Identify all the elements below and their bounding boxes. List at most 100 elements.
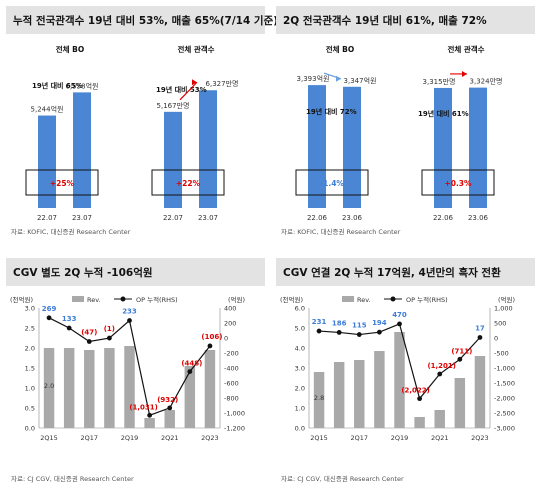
y2-tick-label: 400 bbox=[224, 305, 236, 313]
op-data-label: (711) bbox=[451, 347, 472, 355]
op-point bbox=[167, 405, 173, 411]
rev-bar bbox=[414, 417, 425, 428]
panel-title: CGV 별도 2Q 누적 -106억원 bbox=[13, 267, 153, 279]
legend-op-marker bbox=[390, 296, 396, 302]
bar bbox=[308, 85, 326, 208]
y-tick-label: 3.0 bbox=[295, 365, 305, 373]
op-data-label: (1,031) bbox=[129, 403, 158, 411]
value-label: 3,347억원 bbox=[344, 76, 377, 85]
y2-tick-label: 0 bbox=[494, 335, 498, 343]
op-point bbox=[66, 325, 72, 331]
y-tick-label: 0.0 bbox=[25, 425, 35, 433]
panel-title: 누적 전국관객수 19년 대비 53%, 매출 65%(7/14 기준) bbox=[13, 15, 279, 27]
ratio-label: 19년 대비 61% bbox=[418, 109, 469, 118]
rev-bar bbox=[63, 348, 75, 428]
y2-tick-label: -800 bbox=[224, 395, 239, 403]
growth-box bbox=[151, 169, 225, 196]
y-tick-label: 1.5 bbox=[25, 365, 35, 373]
y2-tick-label: -400 bbox=[224, 365, 239, 373]
sub-chart-label: 전체 관객수 bbox=[177, 44, 214, 54]
y2-tick-label: -1,500 bbox=[494, 380, 515, 388]
growth-box bbox=[421, 169, 495, 196]
growth-label: -1.4% bbox=[320, 179, 344, 188]
trend-arrowhead bbox=[336, 75, 341, 82]
op-point bbox=[397, 321, 402, 327]
y-tick-label: 2.5 bbox=[25, 325, 35, 333]
bar bbox=[469, 87, 487, 208]
value-label: 3,315만명 bbox=[423, 77, 456, 86]
y2-tick-label: -1,000 bbox=[494, 365, 515, 373]
growth-box bbox=[25, 169, 99, 196]
x-tick-label: 2Q19 bbox=[121, 434, 139, 442]
op-point bbox=[207, 343, 213, 349]
op-data-label: 269 bbox=[42, 305, 57, 313]
rev-bar bbox=[43, 348, 55, 428]
y2-tick-label: -3,000 bbox=[494, 425, 515, 433]
panel-cgv-separate: CGV 별도 2Q 누적 -106억원 (천억원) (억원) Rev. OP 누적(R… bbox=[6, 258, 265, 486]
y-tick-label: 0.0 bbox=[295, 425, 305, 433]
sub-chart-label: 전체 관객수 bbox=[447, 44, 484, 54]
op-data-label: 233 bbox=[122, 308, 137, 316]
x-tick-label: 23.06 bbox=[468, 214, 489, 222]
bar bbox=[164, 111, 182, 208]
x-tick-label: 22.07 bbox=[37, 214, 57, 222]
value-label: 6,558억원 bbox=[66, 81, 99, 90]
x-tick-label: 2Q21 bbox=[161, 434, 179, 442]
x-tick-label: 23.07 bbox=[198, 214, 218, 222]
op-data-label: 133 bbox=[62, 315, 77, 323]
x-tick-label: 2Q17 bbox=[351, 434, 369, 442]
x-tick-label: 2Q15 bbox=[40, 434, 58, 442]
y-tick-label: 4.0 bbox=[295, 345, 305, 353]
legend-rev-label: Rev. bbox=[87, 296, 101, 304]
y-tick-label: 1.0 bbox=[295, 405, 305, 413]
y-tick-label: 2.0 bbox=[25, 345, 35, 353]
chart-p1: 전체 BO 22.07 5,244억원 23.07 6,558억원 +25% 19년 대비 … bbox=[25, 44, 239, 222]
bar bbox=[199, 90, 217, 208]
y-tick-label: 0.5 bbox=[25, 405, 35, 413]
bar bbox=[38, 115, 56, 208]
op-point bbox=[457, 356, 463, 362]
op-data-label: 470 bbox=[392, 311, 407, 319]
op-data-label: (47) bbox=[81, 329, 97, 337]
rev-bar bbox=[164, 410, 175, 428]
x-tick-label: 23.07 bbox=[72, 214, 92, 222]
panel-header: 2Q 전국관객수 19년 대비 61%, 매출 72% bbox=[276, 6, 535, 34]
op-data-label: 194 bbox=[372, 319, 387, 327]
op-point bbox=[376, 329, 382, 335]
rev-bar bbox=[184, 366, 196, 428]
y2-tick-label: 1,000 bbox=[494, 305, 513, 313]
rev-bar bbox=[374, 351, 385, 428]
y-tick-label: 5.0 bbox=[295, 325, 305, 333]
source-note: 자료: KOFIC, 대신증권 Research Center bbox=[11, 228, 131, 236]
x-tick-label: 2Q21 bbox=[431, 434, 449, 442]
y2-tick-label: -2,500 bbox=[494, 410, 515, 418]
panel-title: 2Q 전국관객수 19년 대비 61%, 매출 72% bbox=[283, 15, 487, 27]
op-point bbox=[356, 332, 362, 337]
op-point bbox=[86, 339, 92, 344]
x-tick-label: 22.06 bbox=[307, 214, 328, 222]
value-label: 6,327만명 bbox=[206, 79, 239, 88]
y2-tick-label: -500 bbox=[494, 350, 509, 358]
y-tick-label: 3.0 bbox=[25, 305, 35, 313]
op-data-label: (448) bbox=[181, 360, 202, 368]
trend-arrow bbox=[179, 81, 198, 101]
op-point bbox=[477, 335, 483, 340]
left-axis-unit: (천억원) bbox=[280, 295, 303, 304]
source-note: 자료: CJ CGV, 대신증권 Research Center bbox=[281, 475, 404, 483]
legend-rev-label: Rev. bbox=[357, 296, 371, 304]
y2-tick-label: -600 bbox=[224, 380, 239, 388]
trend-arrowhead bbox=[192, 79, 197, 86]
op-point bbox=[336, 330, 342, 335]
value-label: 5,244억원 bbox=[31, 105, 64, 114]
x-tick-label: 2Q15 bbox=[310, 434, 328, 442]
legend-rev-swatch bbox=[342, 296, 354, 302]
panel-2q-audience: 2Q 전국관객수 19년 대비 61%, 매출 72% 전체 BO 22.06 3,… bbox=[276, 6, 535, 242]
x-tick-label: 22.07 bbox=[163, 214, 183, 222]
op-point bbox=[316, 328, 322, 334]
sub-chart-label: 전체 BO bbox=[326, 44, 355, 54]
x-tick-label: 23.06 bbox=[342, 214, 363, 222]
legend-op-label: OP 누적(RHS) bbox=[406, 296, 448, 304]
rev-bar bbox=[333, 362, 345, 428]
op-point bbox=[147, 412, 153, 418]
y-tick-label: 6.0 bbox=[295, 305, 305, 313]
